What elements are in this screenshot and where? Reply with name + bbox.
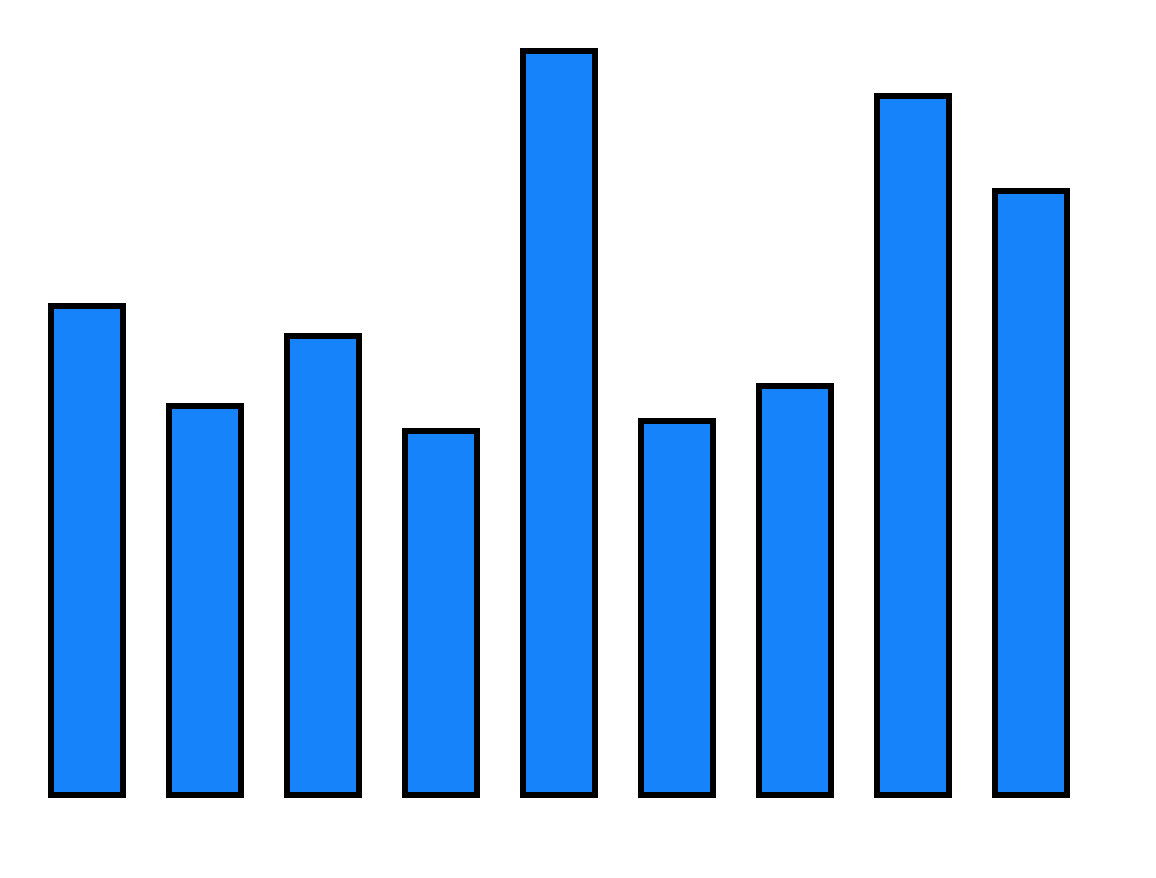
bar-6 bbox=[638, 418, 716, 798]
bar-chart bbox=[0, 0, 1156, 878]
bar-9 bbox=[992, 188, 1070, 798]
bar-4 bbox=[402, 428, 480, 798]
bar-3 bbox=[284, 333, 362, 798]
bar-7 bbox=[756, 383, 834, 798]
bar-5 bbox=[520, 48, 598, 798]
bar-2 bbox=[166, 403, 244, 798]
bar-8 bbox=[874, 93, 952, 798]
bar-1 bbox=[48, 303, 126, 798]
